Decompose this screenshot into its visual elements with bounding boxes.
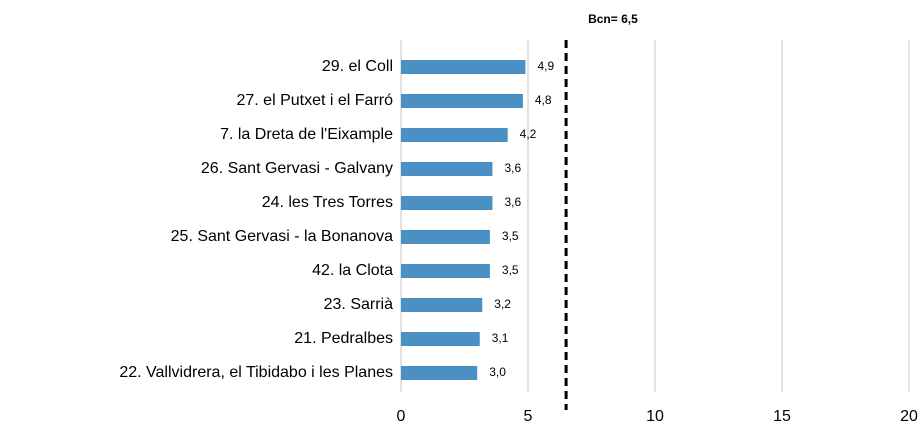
bar bbox=[401, 162, 493, 176]
bar bbox=[401, 60, 526, 74]
category-label: 22. Vallvidrera, el Tibidabo i les Plane… bbox=[119, 364, 393, 381]
category-label: 25. Sant Gervasi - la Bonanova bbox=[171, 228, 393, 245]
bar bbox=[401, 196, 493, 210]
x-tick-label: 10 bbox=[646, 408, 664, 425]
value-label: 3,6 bbox=[504, 161, 521, 175]
bar bbox=[401, 366, 478, 380]
bar bbox=[401, 332, 480, 346]
value-label: 4,2 bbox=[520, 127, 537, 141]
bar bbox=[401, 94, 523, 108]
value-label: 3,6 bbox=[504, 195, 521, 209]
category-label: 23. Sarrià bbox=[324, 296, 393, 313]
reference-label: Bcn= 6,5 bbox=[588, 12, 638, 26]
category-label: 42. la Clota bbox=[312, 262, 393, 279]
x-tick-label: 15 bbox=[773, 408, 791, 425]
bar bbox=[401, 264, 490, 278]
value-label: 4,8 bbox=[535, 93, 552, 107]
value-label: 4,9 bbox=[537, 59, 554, 73]
value-label: 3,2 bbox=[494, 297, 511, 311]
value-label: 3,5 bbox=[502, 263, 519, 277]
category-label: 27. el Putxet i el Farró bbox=[236, 92, 393, 109]
category-label: 26. Sant Gervasi - Galvany bbox=[201, 160, 393, 177]
value-label: 3,5 bbox=[502, 229, 519, 243]
bar bbox=[401, 128, 508, 142]
bar bbox=[401, 230, 490, 244]
x-tick-label: 20 bbox=[900, 408, 918, 425]
x-tick-label: 0 bbox=[397, 408, 406, 425]
category-label: 24. les Tres Torres bbox=[262, 194, 393, 211]
x-tick-label: 5 bbox=[524, 408, 533, 425]
category-label: 29. el Coll bbox=[322, 58, 393, 75]
category-label: 7. la Dreta de l'Eixample bbox=[220, 126, 393, 143]
bar bbox=[401, 298, 483, 312]
category-label: 21. Pedralbes bbox=[294, 330, 393, 347]
value-label: 3,0 bbox=[489, 365, 506, 379]
value-label: 3,1 bbox=[492, 331, 509, 345]
